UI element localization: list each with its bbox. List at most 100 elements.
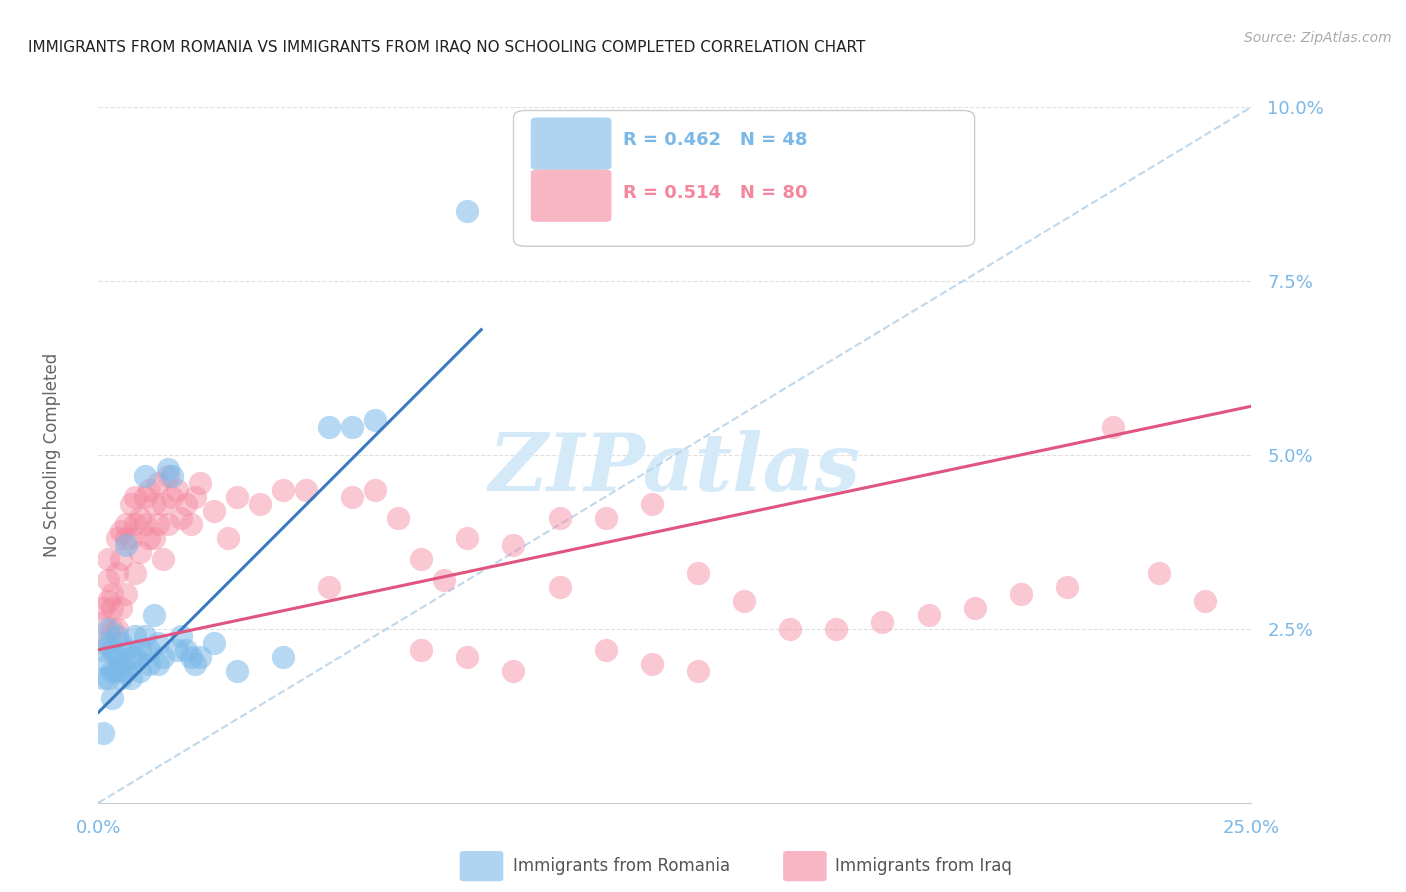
Point [101,664,124,678]
Point [686,566,709,581]
Point [174,642,197,657]
FancyBboxPatch shape [530,169,612,222]
Point [129,642,152,657]
Point [217,532,239,546]
Point [148,475,170,490]
Point [101,587,124,601]
Point [124,649,146,664]
FancyBboxPatch shape [530,118,612,169]
Point [97,657,120,671]
Point [170,510,193,524]
Text: No Schooling Completed: No Schooling Completed [44,353,62,557]
Point [202,503,225,517]
Point [115,517,138,532]
Point [502,538,524,552]
Point [225,664,247,678]
Point [142,532,165,546]
Point [411,642,433,657]
Point [105,629,128,643]
Point [641,497,664,511]
Point [91,601,114,615]
Point [129,545,152,559]
Text: Immigrants from Romania: Immigrants from Romania [513,857,730,875]
Point [91,615,114,629]
Point [271,649,294,664]
Point [134,468,156,483]
Point [166,642,188,657]
Point [148,636,170,650]
Point [779,622,801,636]
Point [91,636,114,650]
Point [456,204,478,219]
Point [120,497,142,511]
Point [1147,566,1170,581]
Text: Immigrants from Iraq: Immigrants from Iraq [835,857,1012,875]
Point [502,664,524,678]
Point [548,510,571,524]
Point [97,622,120,636]
Point [318,420,340,434]
Point [184,490,207,504]
Point [110,636,132,650]
Point [97,636,120,650]
Point [101,601,124,615]
Point [129,510,152,524]
Point [160,490,183,504]
Point [148,657,170,671]
Point [180,649,202,664]
Point [138,657,160,671]
Point [138,642,160,657]
Text: Source: ZipAtlas.com: Source: ZipAtlas.com [1244,31,1392,45]
Point [142,607,165,622]
Point [456,649,478,664]
Point [97,671,120,685]
Point [110,671,132,685]
Point [1056,580,1078,594]
Point [1194,594,1216,608]
Point [101,642,124,657]
Point [249,497,271,511]
Point [124,517,146,532]
Point [115,587,138,601]
Point [138,532,160,546]
Point [152,649,174,664]
Point [105,566,128,581]
Point [115,642,138,657]
Point [101,691,124,706]
Point [595,642,617,657]
Point [138,483,160,497]
Point [595,510,617,524]
Point [97,594,120,608]
Point [156,462,179,476]
Point [188,475,211,490]
Point [97,573,120,587]
Point [825,622,848,636]
Point [364,483,387,497]
Point [872,615,894,629]
Point [686,664,709,678]
Point [105,532,128,546]
Point [148,517,170,532]
Point [184,657,207,671]
Point [142,497,165,511]
Point [340,420,363,434]
Point [170,629,193,643]
Point [641,657,664,671]
Point [91,671,114,685]
Point [91,642,114,657]
Point [160,468,183,483]
Text: IMMIGRANTS FROM ROMANIA VS IMMIGRANTS FROM IRAQ NO SCHOOLING COMPLETED CORRELATI: IMMIGRANTS FROM ROMANIA VS IMMIGRANTS FR… [28,40,866,55]
Point [387,510,409,524]
Point [105,649,128,664]
Point [271,483,294,497]
Point [115,532,138,546]
Point [295,483,318,497]
Point [1010,587,1032,601]
Point [225,490,247,504]
Point [134,490,156,504]
Point [91,726,114,740]
Point [115,538,138,552]
Point [1102,420,1125,434]
Point [110,657,132,671]
Point [97,552,120,566]
